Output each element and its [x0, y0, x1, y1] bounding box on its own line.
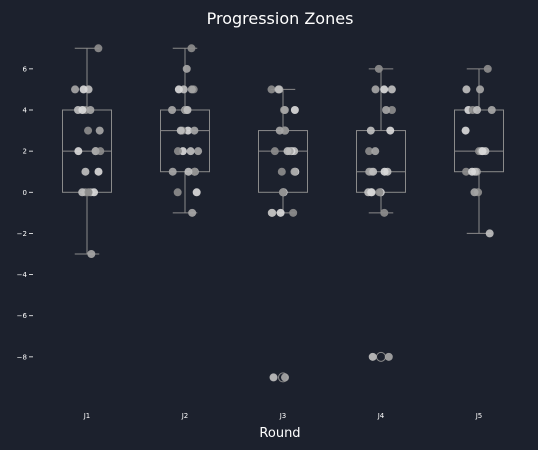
data-point [184, 168, 192, 176]
data-point [289, 209, 297, 217]
data-point [187, 44, 195, 52]
data-point [92, 147, 100, 155]
data-point [367, 188, 375, 196]
data-point [85, 188, 93, 196]
data-point [188, 209, 196, 217]
outlier-marker [377, 352, 386, 361]
data-point [462, 127, 470, 135]
data-point [94, 44, 102, 52]
data-point [486, 229, 494, 237]
data-point [369, 168, 377, 176]
data-point [276, 127, 284, 135]
data-point [484, 65, 492, 73]
x-axis: J1 J2 J3 J4 J5 [83, 412, 483, 420]
data-point [380, 209, 388, 217]
data-point [279, 188, 287, 196]
data-point [71, 85, 79, 93]
y-tick-label: 6 [23, 65, 28, 73]
data-point [95, 168, 103, 176]
x-tick-label: J3 [279, 412, 287, 420]
y-tick-label: −2 [17, 230, 27, 238]
data-point [462, 85, 470, 93]
data-point [275, 85, 283, 93]
data-point [473, 106, 481, 114]
data-point [86, 106, 94, 114]
data-point [470, 188, 478, 196]
data-point [375, 188, 383, 196]
box-j5 [455, 110, 504, 172]
y-tick-label: 2 [23, 148, 27, 156]
data-point [468, 168, 476, 176]
data-point [367, 127, 375, 135]
x-tick-label: J2 [181, 412, 189, 420]
y-tick-label: −8 [17, 353, 27, 361]
data-point [278, 168, 286, 176]
data-point [78, 106, 86, 114]
data-point [381, 168, 389, 176]
x-axis-label: Round [259, 426, 300, 441]
chart-title: Progression Zones [207, 9, 354, 28]
x-tick-label: J4 [377, 412, 385, 420]
box-j4 [357, 131, 406, 193]
data-point [194, 147, 202, 155]
data-point [188, 85, 196, 93]
data-point [96, 127, 104, 135]
data-point [187, 147, 195, 155]
data-point [168, 106, 176, 114]
data-point [268, 85, 276, 93]
data-point [193, 188, 201, 196]
data-point [174, 147, 182, 155]
y-tick-label: −4 [17, 271, 28, 279]
data-point [268, 209, 276, 217]
data-point [183, 106, 191, 114]
data-point [283, 147, 291, 155]
x-tick-label: J1 [83, 412, 91, 420]
box-j3 [259, 131, 308, 193]
data-point [174, 188, 182, 196]
data-point [375, 65, 383, 73]
data-point [479, 147, 487, 155]
data-point [80, 85, 88, 93]
data-point [169, 168, 177, 176]
data-point [271, 147, 279, 155]
data-point [270, 373, 278, 381]
data-point [177, 127, 185, 135]
data-point [281, 106, 289, 114]
data-point [488, 106, 496, 114]
y-tick-label: 4 [23, 107, 28, 115]
data-point [388, 85, 396, 93]
data-point [81, 168, 89, 176]
x-tick-label: J5 [475, 412, 483, 420]
data-point [386, 127, 394, 135]
y-axis: −8 −6 −4 −2 0 2 4 6 [17, 65, 33, 361]
data-point [183, 65, 191, 73]
y-tick-label: −6 [17, 312, 28, 320]
data-point [385, 353, 393, 361]
data-point [84, 127, 92, 135]
data-point [380, 85, 388, 93]
data-point [372, 85, 380, 93]
data-point [371, 147, 379, 155]
data-point [87, 250, 95, 258]
data-point [74, 147, 82, 155]
data-point [291, 106, 299, 114]
data-point [281, 373, 289, 381]
box-j2 [161, 110, 210, 172]
data-point [175, 85, 183, 93]
data-point [476, 85, 484, 93]
data-point [290, 168, 298, 176]
data-point [277, 209, 285, 217]
data-point [382, 106, 390, 114]
data-point [369, 353, 377, 361]
y-tick-label: 0 [23, 189, 27, 197]
data-point [190, 127, 198, 135]
